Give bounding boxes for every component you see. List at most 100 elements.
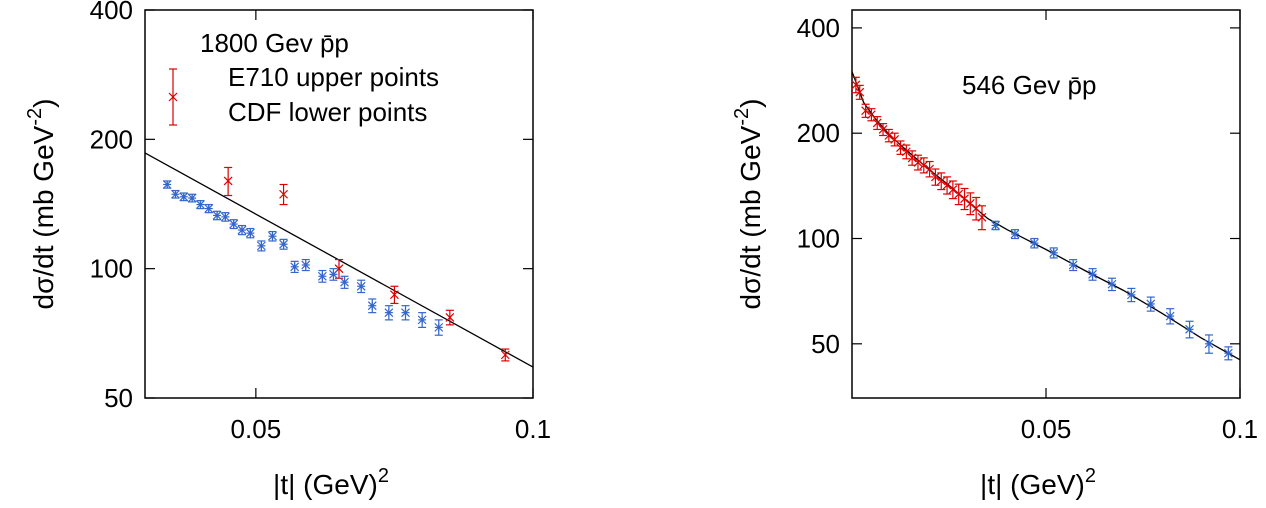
series-red [223,166,510,362]
marker [965,198,975,208]
data-point [948,180,958,200]
data-point [1165,308,1175,325]
data-point [965,192,975,216]
y-tick-label: 50 [811,329,840,359]
y-tick-label: 100 [797,224,840,254]
data-point [919,157,929,174]
data-point [954,183,964,206]
y-tick-label: 100 [90,254,133,284]
data-point [1204,334,1214,354]
data-point [1107,277,1117,292]
data-point [290,260,300,274]
data-point [179,192,189,202]
y-axis-label-text: dσ/dt (mb GeV [735,125,766,309]
marker [936,176,946,186]
plot-frame [851,9,1241,399]
marker [861,106,871,116]
marker [960,194,969,204]
marker [866,110,876,120]
data-point [890,132,900,147]
data-point [1126,287,1136,303]
data-point [417,312,427,328]
series-blue [162,180,444,336]
x-tick-label: 0.1 [1222,414,1258,444]
data-point [162,180,172,189]
data-point [401,305,410,321]
data-point [991,220,1000,231]
data-point [390,285,399,305]
x-axis-label: |t| (GeV)2 [980,465,1096,500]
data-point [1146,296,1156,312]
plot-1800-gev: 50 100 200 400 0.05 0.1 |t| (GeV)2 dσ/dt (mb Ge… [24,0,551,500]
data-point [925,160,935,178]
data-point [279,183,288,206]
y-axis-label: dσ/dt (mb GeV-2) [731,99,766,310]
data-point [942,176,952,195]
y-axis-label-tail: ) [28,99,59,108]
data-point [329,268,338,281]
data-point [220,212,230,222]
data-point [1029,237,1039,249]
series-red [851,76,987,231]
marker [930,172,940,182]
data-point [268,230,277,242]
x-tick-label: 0.1 [515,414,551,444]
data-point [936,172,946,191]
data-point [317,269,327,283]
data-point [1010,229,1020,240]
marker [878,125,888,134]
data-point [212,210,222,221]
data-point [896,140,905,155]
data-point [171,189,180,199]
data-point [204,203,214,214]
data-point [500,348,510,362]
marker [855,87,865,97]
plot-frame [144,9,534,399]
data-point [367,298,377,314]
y-tick-label: 200 [90,124,133,154]
y-axis-label: dσ/dt (mb GeV-2) [24,99,59,310]
data-point [1088,268,1097,281]
data-point [301,258,311,272]
marker [913,158,923,167]
x-tick-label: 0.05 [1021,414,1072,444]
data-point [356,279,366,294]
data-point [1185,320,1194,339]
x-axis-label-text: |t| (GeV) [980,469,1085,500]
data-point [245,227,255,239]
data-point [1223,346,1233,361]
data-point [1049,247,1059,259]
plot-546-gev: 50 100 200 400 0.05 0.1 |t| (GeV)2 dσ/dt (mb Ge… [731,9,1258,500]
data-point [187,193,197,203]
marker [279,189,288,199]
y-tick-label: 400 [797,13,840,43]
data-point [256,240,266,252]
data-point [866,108,876,122]
y-tick-label: 200 [797,118,840,148]
data-point [237,224,247,236]
data-point [445,309,455,326]
x-axis-label: |t| (GeV)2 [273,465,389,500]
x-axis-label-superscript: 2 [378,465,389,487]
legend-entry-cdf: CDF lower points [228,97,427,127]
y-axis-label-tail: ) [735,99,766,108]
marker [948,185,958,194]
data-point [977,205,987,231]
data-point [434,319,444,336]
series-blue [991,220,1233,361]
data-point [279,238,288,250]
data-point [384,305,394,321]
data-point [913,154,923,171]
marker [500,350,510,360]
x-axis-label-superscript: 2 [1085,465,1096,487]
data-point [229,219,239,230]
y-axis-label-superscript: -2 [731,108,753,126]
data-point [861,103,871,118]
marker [977,212,987,222]
marker [954,189,964,199]
data-point [855,84,865,100]
data-point [196,200,205,210]
marker [890,134,900,144]
marker [919,160,929,170]
